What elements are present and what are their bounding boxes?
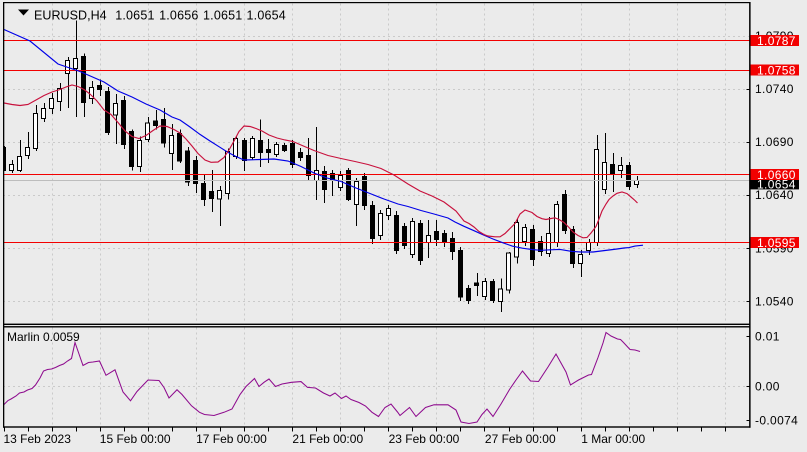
svg-text:17 Feb 00:00: 17 Feb 00:00 bbox=[196, 432, 267, 446]
svg-text:1.0651: 1.0651 bbox=[203, 9, 242, 23]
svg-text:27 Feb 00:00: 27 Feb 00:00 bbox=[485, 432, 556, 446]
svg-text:1.0660: 1.0660 bbox=[757, 168, 796, 182]
svg-text:EURUSD,H4: EURUSD,H4 bbox=[34, 9, 107, 23]
svg-text:1.0654: 1.0654 bbox=[247, 9, 286, 23]
svg-text:-0.0074: -0.0074 bbox=[755, 413, 798, 427]
svg-text:1.0651: 1.0651 bbox=[115, 9, 154, 23]
svg-text:1.0690: 1.0690 bbox=[755, 135, 794, 149]
svg-text:1.0595: 1.0595 bbox=[757, 236, 796, 250]
svg-text:1.0787: 1.0787 bbox=[757, 34, 796, 48]
svg-text:Marlin 0.0059: Marlin 0.0059 bbox=[7, 330, 80, 344]
svg-text:1.0758: 1.0758 bbox=[757, 63, 796, 77]
svg-text:0.00: 0.00 bbox=[755, 380, 780, 394]
svg-text:15 Feb 00:00: 15 Feb 00:00 bbox=[100, 432, 171, 446]
svg-text:1.0654: 1.0654 bbox=[757, 178, 796, 192]
svg-text:1.0656: 1.0656 bbox=[159, 9, 198, 23]
svg-text:1.0640: 1.0640 bbox=[755, 188, 794, 202]
svg-text:23 Feb 00:00: 23 Feb 00:00 bbox=[389, 432, 460, 446]
svg-text:1.0540: 1.0540 bbox=[755, 294, 794, 308]
svg-text:13 Feb 2023: 13 Feb 2023 bbox=[4, 432, 72, 446]
svg-text:1 Mar 00:00: 1 Mar 00:00 bbox=[581, 432, 645, 446]
svg-text:0.01: 0.01 bbox=[755, 329, 780, 343]
svg-text:1.0740: 1.0740 bbox=[755, 82, 794, 96]
svg-text:21 Feb 00:00: 21 Feb 00:00 bbox=[292, 432, 363, 446]
